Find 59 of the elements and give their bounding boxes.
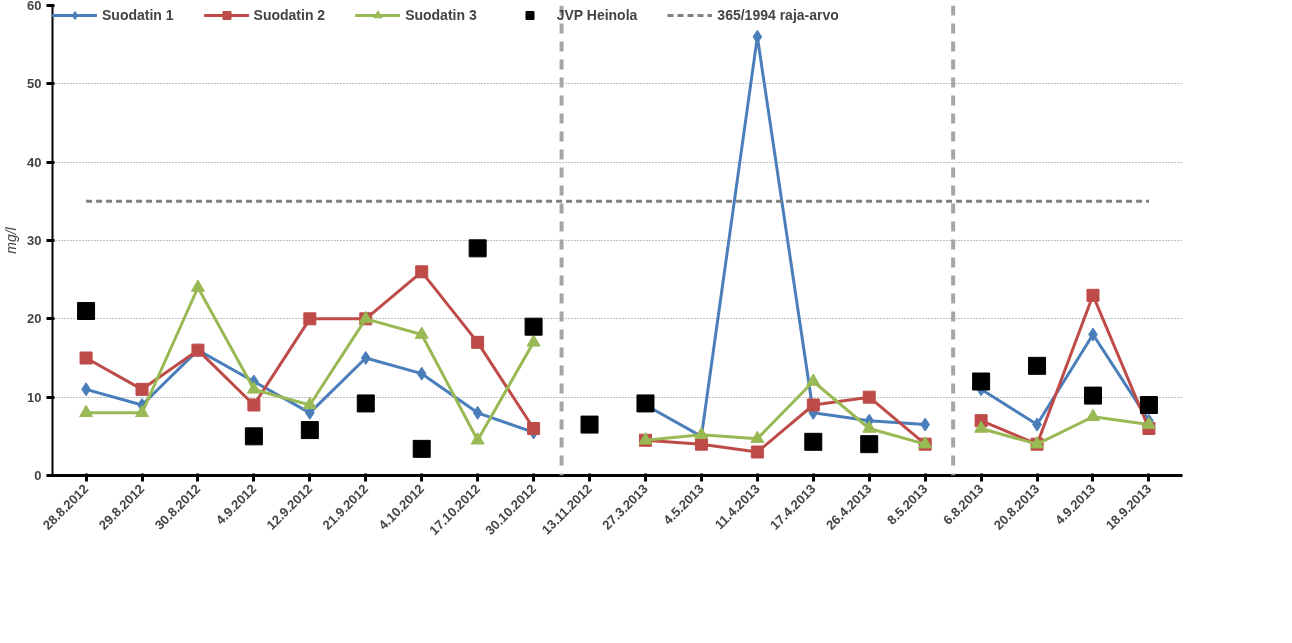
point xyxy=(806,398,820,412)
legend-label: Suodatin 1 xyxy=(102,7,174,23)
point xyxy=(862,420,877,433)
y-tick-label: 0 xyxy=(34,468,42,483)
y-tick-label: 10 xyxy=(27,389,42,405)
point xyxy=(972,372,991,391)
point xyxy=(694,426,709,440)
y-tick-label: 20 xyxy=(27,311,42,327)
point xyxy=(472,405,483,420)
point xyxy=(244,427,263,446)
point xyxy=(752,29,763,44)
point xyxy=(190,279,205,292)
point xyxy=(920,417,931,432)
point xyxy=(636,394,655,413)
point xyxy=(580,415,599,434)
point xyxy=(300,421,319,440)
point xyxy=(246,381,261,394)
point xyxy=(527,422,541,435)
point xyxy=(862,390,876,404)
point xyxy=(750,430,765,443)
y-tick-label: 50 xyxy=(27,76,42,92)
point xyxy=(414,326,429,339)
point xyxy=(135,382,149,396)
point xyxy=(468,239,487,258)
point xyxy=(77,302,96,320)
point xyxy=(247,398,261,412)
point xyxy=(1086,288,1100,302)
point xyxy=(416,366,427,381)
point xyxy=(860,435,879,454)
legend-label: Suodatin 2 xyxy=(253,7,326,23)
point xyxy=(1085,408,1100,421)
legend-label: 365/1994 raja-arvo xyxy=(717,7,839,23)
point xyxy=(79,404,94,418)
y-tick-label: 60 xyxy=(27,0,42,13)
point xyxy=(804,432,823,451)
point xyxy=(412,439,431,458)
point xyxy=(303,312,317,326)
point xyxy=(524,317,543,336)
y-tick-label: 40 xyxy=(27,154,42,170)
point xyxy=(750,445,764,459)
point xyxy=(356,394,375,413)
point xyxy=(1139,396,1158,414)
point xyxy=(806,373,821,386)
point xyxy=(1028,356,1047,375)
point xyxy=(415,265,429,279)
point xyxy=(135,404,149,418)
y-axis-title: mg/l xyxy=(3,226,20,254)
legend-label: Suodatin 3 xyxy=(405,7,477,23)
y-tick-label: 30 xyxy=(27,233,42,248)
point xyxy=(470,432,485,445)
point xyxy=(694,437,708,451)
point xyxy=(302,396,317,410)
point xyxy=(471,335,485,349)
point xyxy=(79,351,93,365)
point xyxy=(526,334,541,347)
point xyxy=(1083,386,1102,405)
legend-label: JVP Heinola xyxy=(556,7,638,23)
point xyxy=(360,351,371,365)
point xyxy=(974,420,989,433)
